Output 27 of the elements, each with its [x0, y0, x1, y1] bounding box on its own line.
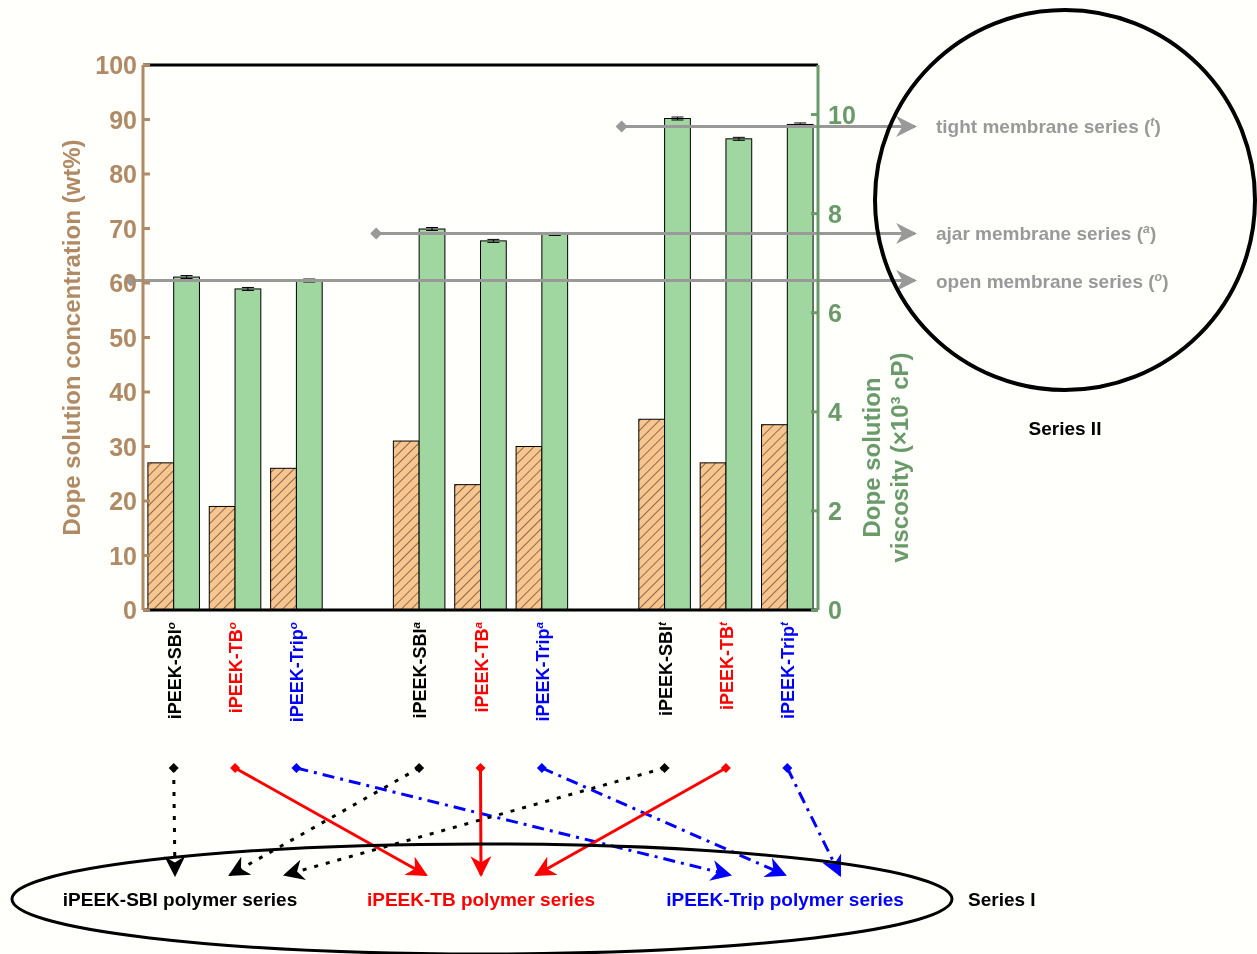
y-tick-label: 30 [109, 432, 137, 461]
y2-tick-label: 0 [828, 596, 842, 624]
y2-axis-title: Dope solution viscosity (×10³ cP) [858, 352, 913, 563]
y2-tick-label: 4 [828, 397, 842, 426]
y-tick-label: 70 [109, 214, 137, 243]
y-axis-title: Dope solution concentration (wt%) [58, 139, 85, 536]
y-tick-label: 10 [109, 541, 137, 570]
y2-tick-label: 6 [828, 298, 842, 327]
text: Series I [968, 889, 1036, 910]
y-tick-label: 100 [95, 51, 137, 79]
y2-tick-label: 2 [828, 496, 842, 525]
ref-line-label: tight membrane series ($^{t}$) [936, 115, 1161, 138]
y-tick-label: 40 [109, 378, 137, 406]
ref-line-label: ajar membrane series ($^{a}$) [936, 222, 1157, 245]
text: iPEEK-Trip polymer series [666, 889, 904, 910]
y2-tick-label: 8 [828, 199, 842, 228]
text: Series II [1028, 418, 1102, 439]
text: iPEEK-SBI polymer series [62, 889, 298, 910]
y-tick-label: 0 [123, 596, 137, 624]
y-tick-label: 20 [109, 487, 137, 515]
text: iPEEK-TB polymer series [366, 889, 596, 910]
y2-tick-label: 10 [828, 100, 856, 129]
y-tick-label: 50 [109, 323, 137, 352]
ref-line-label: open membrane series ($^{o}$) [936, 269, 1169, 292]
y-tick-label: 60 [109, 269, 137, 297]
y-tick-label: 80 [109, 160, 137, 188]
y-tick-label: 90 [109, 105, 137, 134]
